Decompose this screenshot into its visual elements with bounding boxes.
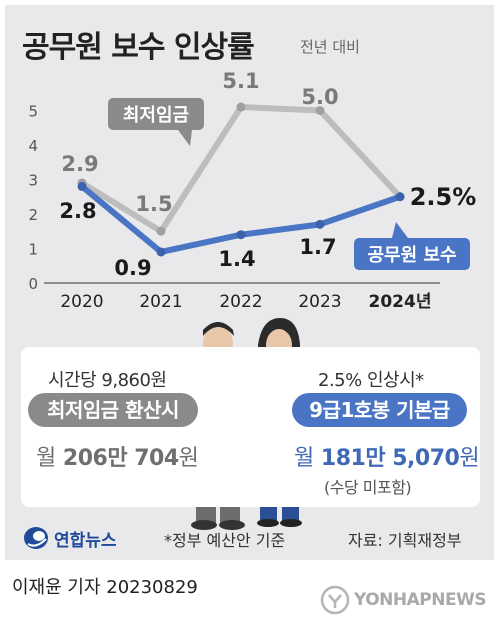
civil-point [77, 181, 87, 191]
min-wage-value-label: 2.9 [61, 152, 98, 176]
woman-shoe-right [280, 519, 302, 527]
civil-callout-box [354, 238, 470, 270]
x-tick-label: 2021 [139, 292, 182, 312]
watermark-icon [320, 585, 350, 615]
yonhap-watermark: YONHAPNEWS [320, 585, 487, 619]
man-shoe-right [219, 520, 245, 530]
min-wage-amount-unit: 원 [178, 446, 199, 471]
byline: 이재윤 기자 20230829 [12, 577, 198, 598]
civil-point [236, 230, 246, 240]
civil-callout-pointer [392, 222, 408, 238]
civil-allowance-note: (수당 미포함) [324, 478, 412, 497]
civil-monthly: 월 181만 5,070원 [294, 440, 480, 472]
y-tick-label: 2 [28, 206, 38, 224]
page-subtitle: 전년 대비 [300, 38, 360, 56]
civil-point [315, 219, 325, 229]
man-hair [203, 322, 234, 336]
y-tick-label: 5 [28, 103, 38, 121]
min-wage-hourly: 시간당 9,860원 [48, 370, 167, 391]
civil-raise-note: 2.5% 인상시* [318, 370, 424, 391]
civil-amount-unit: 원 [459, 446, 480, 471]
civil-value-label: 1.4 [218, 247, 255, 271]
x-tick-label: 2023 [298, 292, 341, 312]
woman-shoe-left [257, 519, 279, 527]
budget-note: *정부 예산안 기준 [164, 531, 286, 550]
civil-value-label: 2.8 [59, 199, 96, 223]
yonhap-logo-icon [24, 527, 48, 549]
x-tick-label: 2020 [60, 292, 103, 312]
source-text: 자료: 기획재정부 [348, 531, 462, 550]
page-title: 공무원 보수 인상률 [22, 30, 255, 65]
man-shoe-left [191, 520, 217, 530]
civil-amount-prefix: 월 [294, 446, 314, 471]
min-wage-callout-pointer [178, 130, 192, 146]
y-tick-label: 4 [28, 137, 38, 155]
min-wage-amount-prefix: 월 [36, 446, 56, 471]
civil-legend-label: 공무원 보수 [367, 245, 456, 266]
min-wage-pill: 최저임금 환산시 [28, 393, 198, 427]
civil-value-label: 0.9 [114, 256, 151, 280]
watermark-text: YONHAPNEWS [354, 590, 487, 610]
x-tick-label: 2022 [219, 292, 262, 312]
civil-point [156, 247, 166, 257]
min-wage-legend-label: 최저임금 [123, 105, 189, 126]
min-wage-point [315, 106, 325, 115]
min-wage-amount: 206만 704 [62, 446, 179, 471]
civil-value-label: 2.5% [410, 183, 477, 211]
civil-amount: 181만 5,070 [320, 446, 460, 471]
yonhap-logo: 연합뉴스 [22, 525, 117, 555]
civil-point [395, 192, 405, 202]
min-wage-value-label: 1.5 [135, 192, 172, 216]
min-wage-point [236, 102, 246, 112]
x-tick-label: 2024년 [369, 292, 432, 312]
yonhap-logo-text: 연합뉴스 [54, 531, 117, 551]
min-wage-value-label: 5.0 [301, 85, 338, 109]
y-tick-label: 1 [28, 241, 38, 259]
min-wage-value-label: 5.1 [222, 69, 259, 93]
series-line-civil [79, 183, 403, 255]
civil-pill: 9급1호봉 기본급 [292, 393, 467, 427]
civil-value-label: 1.7 [299, 235, 336, 259]
min-wage-monthly: 월 206만 704원 [36, 440, 199, 472]
comparison-box [21, 347, 480, 507]
y-tick-label: 0 [28, 275, 38, 293]
min-wage-point [156, 226, 166, 236]
min-wage-callout-box [108, 98, 204, 130]
y-tick-label: 3 [28, 172, 38, 190]
